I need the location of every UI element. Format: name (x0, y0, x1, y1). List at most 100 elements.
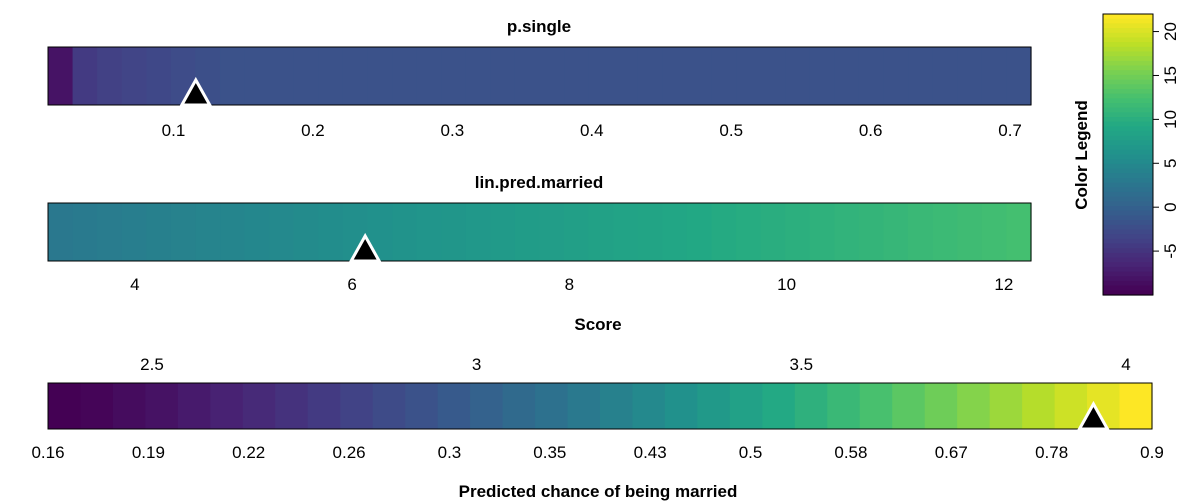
color-legend-cell (1103, 196, 1153, 202)
p-single-color-cell (392, 47, 418, 105)
score-color-cell (892, 383, 926, 429)
color-legend-cell (1103, 154, 1153, 160)
color-legend-cell (1103, 229, 1153, 235)
color-legend-cell (1103, 177, 1153, 184)
lin-pred-married-color-cell (539, 203, 565, 261)
lin-pred-married-color-cell (514, 203, 541, 261)
color-legend-cell (1103, 168, 1153, 174)
lin-pred-married-color-cell (834, 203, 860, 261)
p-single-bar-frame (47, 46, 1032, 106)
lin-pred-married-color-cell (932, 203, 958, 261)
score-color-cell (48, 383, 82, 429)
p-single-color-cell (72, 47, 98, 105)
color-legend-cell (1103, 70, 1153, 76)
score-color-cell (307, 383, 341, 429)
lin-pred-married-color-cell (809, 203, 835, 261)
lin-pred-married-color-cell (637, 203, 663, 261)
p-single-tick-label: 0.6 (859, 121, 883, 140)
lin-pred-married-color-cell (392, 203, 418, 261)
p-single-color-cell (318, 47, 344, 105)
score-color-cell (697, 383, 731, 429)
color-legend-cell (1103, 234, 1153, 240)
color-legend-cell (1103, 126, 1153, 132)
color-legend-cell (1103, 248, 1153, 254)
score-color-cell (729, 383, 763, 429)
score-color-cell (859, 383, 893, 429)
p-single-tick-label: 0.2 (301, 121, 325, 140)
color-legend-cell (1103, 285, 1153, 291)
color-legend-frame (1102, 13, 1154, 296)
color-legend-tick-labels: -5 0 5 10 15 20 (1153, 22, 1180, 259)
p-single-color-cell (220, 47, 246, 105)
p-single-marker (179, 76, 213, 107)
score-color-cell (567, 383, 601, 429)
color-legend-tick-label: 0 (1161, 202, 1180, 211)
color-legend-cell (1103, 117, 1153, 123)
color-legend-tick-label: 10 (1161, 110, 1180, 129)
lin-pred-married-color-cell (293, 203, 319, 261)
p-single-color-cell (564, 47, 590, 105)
p-single-color-cell (48, 47, 74, 105)
p-single-tick-label: 0.1 (162, 121, 186, 140)
color-legend-cell (1103, 60, 1153, 67)
color-legend-cell (1103, 37, 1153, 43)
score-x-axis-label: Predicted chance of being married (459, 482, 738, 501)
p-single-color-cell (539, 47, 565, 105)
color-legend-tick-label: 5 (1161, 159, 1180, 168)
lin-pred-married-color-cell (416, 203, 442, 261)
color-legend-cell (1103, 112, 1153, 118)
p-single-color-cell (858, 47, 885, 105)
lin-pred-married-tick-label: 4 (130, 275, 139, 294)
color-legend-cell (1103, 32, 1153, 39)
lin-pred-married-color-cell (785, 203, 811, 261)
score-color-cell (177, 383, 211, 429)
p-single-color-cell (490, 47, 516, 105)
score-color-cell (535, 383, 569, 429)
color-legend-cell (1103, 74, 1153, 81)
score-bottom-tick-label: 0.67 (935, 443, 968, 462)
lin-pred-married-color-cell (736, 203, 762, 261)
color-legend-cell (1103, 257, 1153, 263)
lin-pred-married-bar-frame (47, 202, 1032, 262)
score-color-cell (80, 383, 114, 429)
color-legend-cell (1103, 46, 1153, 53)
score-top-tick-labels: 2.5 3 3.5 4 (140, 355, 1131, 374)
lin-pred-married-color-cell (220, 203, 246, 261)
lin-pred-married-color-bar (48, 203, 1032, 261)
score-top-tick-label: 4 (1121, 355, 1130, 374)
color-legend-cell (1103, 23, 1153, 29)
color-legend-cell (1103, 280, 1153, 287)
score-color-cell (275, 383, 309, 429)
lin-pred-married-color-cell (1006, 203, 1032, 261)
color-legend-title: Color Legend (1072, 100, 1091, 210)
color-legend-cell (1103, 173, 1153, 179)
score-color-cell (1119, 383, 1153, 429)
score-bottom-tick-label: 0.26 (333, 443, 366, 462)
color-legend-cell (1103, 51, 1153, 57)
score-color-cell (600, 383, 634, 429)
p-single-color-cell (465, 47, 491, 105)
p-single-color-cell (514, 47, 541, 105)
score-color-cell (632, 383, 666, 429)
color-legend-cell (1103, 18, 1153, 24)
p-single-color-cell (244, 47, 270, 105)
lin-pred-married-color-cell (908, 203, 934, 261)
p-single-tick-label: 0.4 (580, 121, 604, 140)
p-single-color-cell (367, 47, 393, 105)
color-legend-cell (1103, 98, 1153, 104)
score-bottom-tick-label: 0.58 (834, 443, 867, 462)
lin-pred-married-color-cell (686, 203, 713, 261)
color-legend-cell (1103, 191, 1153, 198)
lin-pred-married-color-cell (613, 203, 639, 261)
p-single-color-bar (48, 47, 1032, 105)
p-single-color-cell (932, 47, 958, 105)
panel-title-lin-pred-married: lin.pred.married (475, 173, 603, 192)
score-color-cell (1022, 383, 1056, 429)
p-single-color-cell (1006, 47, 1032, 105)
p-single-tick-label: 0.7 (998, 121, 1022, 140)
color-legend-cell (1103, 88, 1153, 95)
lin-pred-married-color-cell (858, 203, 885, 261)
color-legend-cell (1103, 215, 1153, 221)
color-legend-tick-label: 20 (1161, 22, 1180, 41)
score-bottom-tick-labels: 0.16 0.19 0.22 0.26 0.3 0.35 0.43 0.5 0.58 0.67 0.… (31, 443, 1163, 462)
